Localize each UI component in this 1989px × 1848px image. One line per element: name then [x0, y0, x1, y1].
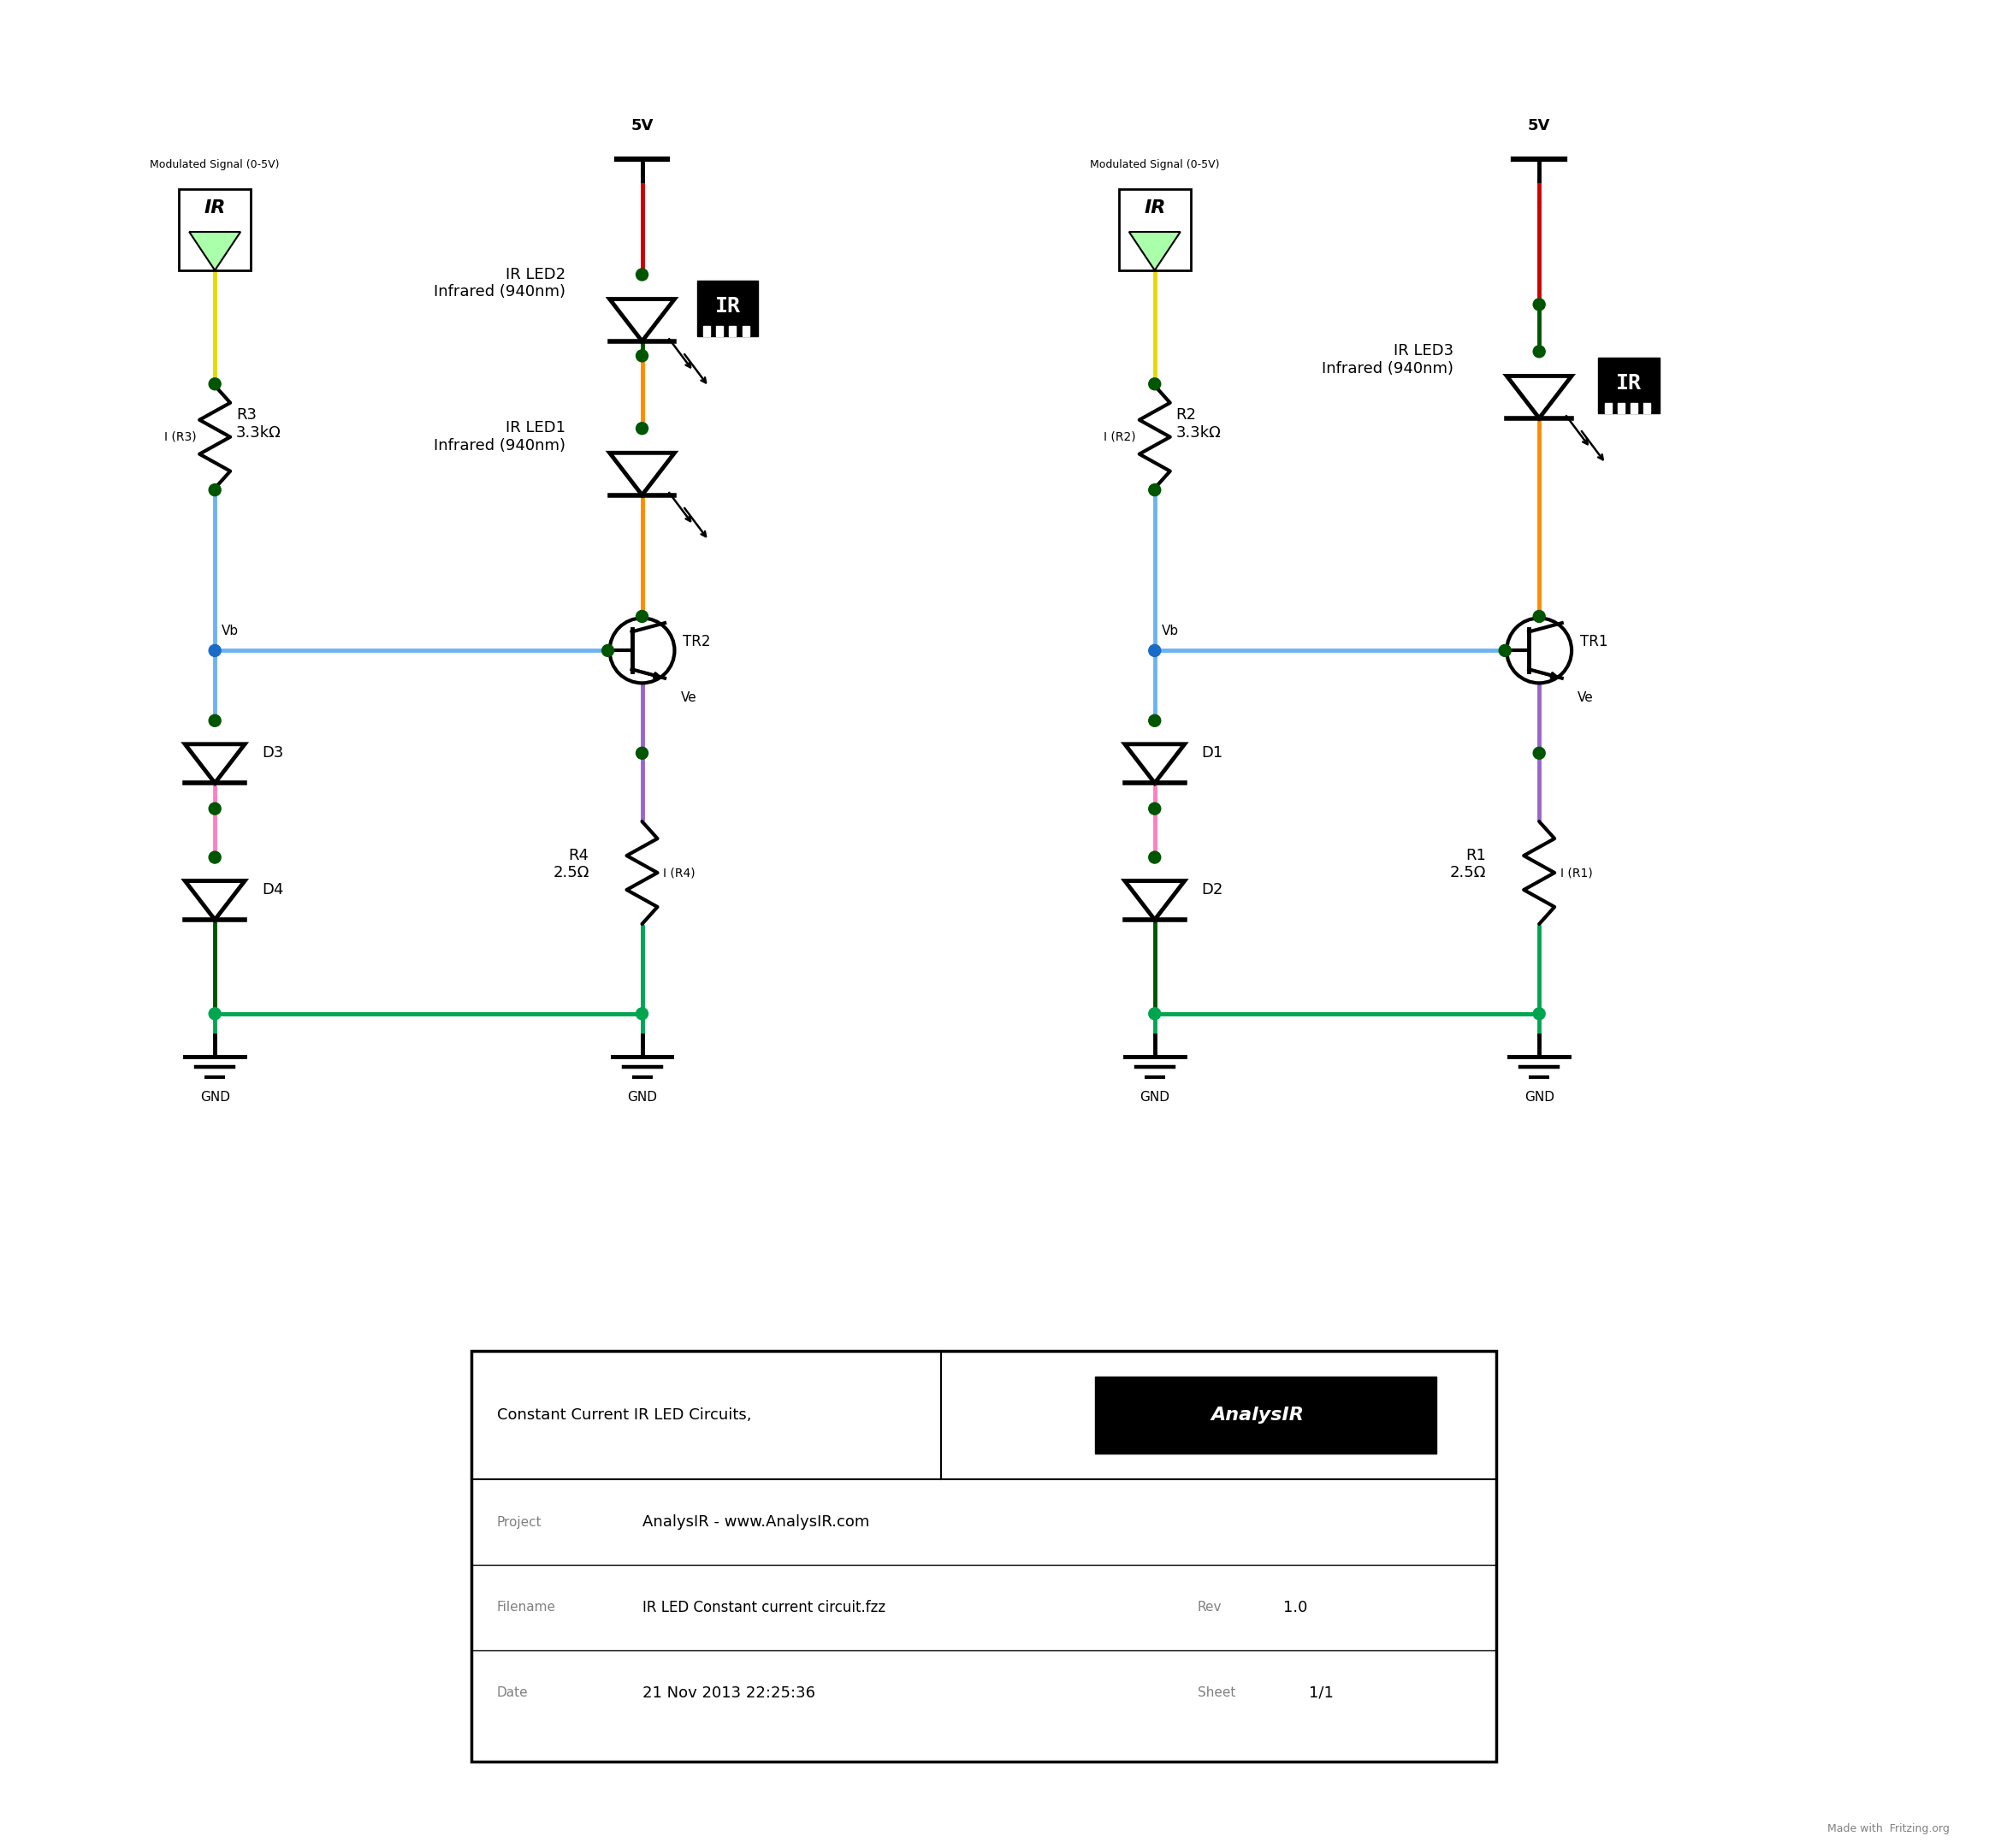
Text: IR LED2
Infrared (940nm): IR LED2 Infrared (940nm)	[434, 266, 565, 299]
Circle shape	[1150, 484, 1162, 495]
Bar	[704, 327, 710, 336]
Bar	[1617, 403, 1625, 414]
Text: GND: GND	[1140, 1090, 1170, 1103]
Text: R1
2.5Ω: R1 2.5Ω	[1450, 848, 1486, 881]
Text: Vb: Vb	[1162, 625, 1179, 638]
Text: Project: Project	[497, 1515, 541, 1528]
Text: IR: IR	[1144, 200, 1166, 216]
Text: Modulated Signal (0-5V): Modulated Signal (0-5V)	[149, 159, 280, 170]
Circle shape	[636, 349, 648, 362]
Text: GND: GND	[1524, 1090, 1553, 1103]
Text: Sheet: Sheet	[1197, 1687, 1235, 1700]
FancyBboxPatch shape	[696, 281, 758, 336]
Bar	[716, 327, 724, 336]
Text: D3: D3	[263, 745, 284, 761]
FancyBboxPatch shape	[179, 188, 251, 270]
Circle shape	[636, 610, 648, 623]
Circle shape	[1150, 645, 1162, 656]
Text: Modulated Signal (0-5V): Modulated Signal (0-5V)	[1090, 159, 1219, 170]
Circle shape	[1534, 1007, 1545, 1020]
Circle shape	[209, 379, 221, 390]
Text: Constant Current IR LED Circuits,: Constant Current IR LED Circuits,	[497, 1408, 752, 1423]
Bar	[742, 327, 750, 336]
Text: AnalysIR - www.AnalysIR.com: AnalysIR - www.AnalysIR.com	[642, 1514, 869, 1530]
Text: Date: Date	[497, 1687, 529, 1700]
Circle shape	[209, 802, 221, 815]
Text: TR1: TR1	[1579, 634, 1607, 650]
Text: I (R4): I (R4)	[664, 867, 696, 878]
Circle shape	[636, 1007, 648, 1020]
Text: 1.0: 1.0	[1283, 1600, 1307, 1615]
Circle shape	[209, 645, 221, 656]
Circle shape	[209, 852, 221, 863]
Circle shape	[1534, 747, 1545, 760]
Text: IR: IR	[1615, 373, 1641, 394]
Circle shape	[1534, 346, 1545, 357]
Text: AnalysIR: AnalysIR	[1211, 1406, 1305, 1423]
Polygon shape	[609, 299, 674, 342]
Text: R4
2.5Ω: R4 2.5Ω	[553, 848, 589, 881]
Text: 1/1: 1/1	[1309, 1685, 1333, 1700]
Text: 21 Nov 2013 22:25:36: 21 Nov 2013 22:25:36	[642, 1685, 815, 1700]
Text: I (R3): I (R3)	[163, 431, 197, 444]
Text: Vb: Vb	[221, 625, 239, 638]
Text: D1: D1	[1201, 745, 1223, 761]
Circle shape	[209, 715, 221, 726]
Circle shape	[1150, 852, 1162, 863]
Bar	[730, 327, 736, 336]
Polygon shape	[609, 453, 674, 495]
Circle shape	[1500, 645, 1512, 656]
FancyBboxPatch shape	[1599, 359, 1659, 414]
Text: GND: GND	[627, 1090, 656, 1103]
Circle shape	[1150, 802, 1162, 815]
Circle shape	[209, 1007, 221, 1020]
Polygon shape	[1126, 745, 1185, 784]
Polygon shape	[1126, 881, 1185, 920]
Circle shape	[636, 747, 648, 760]
Text: Rev: Rev	[1197, 1600, 1221, 1613]
Text: IR LED3
Infrared (940nm): IR LED3 Infrared (940nm)	[1323, 344, 1454, 377]
Text: IR LED1
Infrared (940nm): IR LED1 Infrared (940nm)	[434, 419, 565, 453]
Circle shape	[1534, 610, 1545, 623]
Text: D4: D4	[263, 881, 284, 898]
Text: R3
3.3kΩ: R3 3.3kΩ	[237, 408, 280, 440]
Circle shape	[1150, 715, 1162, 726]
Circle shape	[1150, 379, 1162, 390]
Circle shape	[209, 484, 221, 495]
Circle shape	[636, 423, 648, 434]
Text: I (R1): I (R1)	[1561, 867, 1593, 878]
Polygon shape	[1130, 231, 1179, 270]
Polygon shape	[1508, 375, 1571, 418]
Text: GND: GND	[201, 1090, 231, 1103]
Circle shape	[1150, 1007, 1162, 1020]
Polygon shape	[185, 745, 245, 784]
Circle shape	[603, 645, 615, 656]
Text: Ve: Ve	[680, 691, 696, 704]
Bar	[1631, 403, 1637, 414]
Polygon shape	[185, 881, 245, 920]
Polygon shape	[189, 231, 241, 270]
Text: TR2: TR2	[682, 634, 710, 650]
Text: IR: IR	[205, 200, 225, 216]
FancyBboxPatch shape	[1120, 188, 1191, 270]
Text: R2
3.3kΩ: R2 3.3kΩ	[1175, 408, 1221, 440]
Text: Filename: Filename	[497, 1600, 555, 1613]
Bar	[1643, 403, 1651, 414]
Text: Made with  Fritzing.org: Made with Fritzing.org	[1828, 1822, 1949, 1833]
Text: I (R2): I (R2)	[1104, 431, 1136, 444]
Text: Ve: Ve	[1577, 691, 1593, 704]
Circle shape	[1534, 299, 1545, 310]
Text: IR LED Constant current circuit.fzz: IR LED Constant current circuit.fzz	[642, 1600, 885, 1615]
FancyBboxPatch shape	[471, 1351, 1496, 1761]
Bar	[1605, 403, 1611, 414]
Text: 5V: 5V	[631, 118, 652, 133]
FancyBboxPatch shape	[1094, 1377, 1436, 1454]
Text: IR: IR	[714, 296, 740, 316]
Text: D2: D2	[1201, 881, 1223, 898]
Text: 5V: 5V	[1528, 118, 1551, 133]
Circle shape	[636, 268, 648, 281]
